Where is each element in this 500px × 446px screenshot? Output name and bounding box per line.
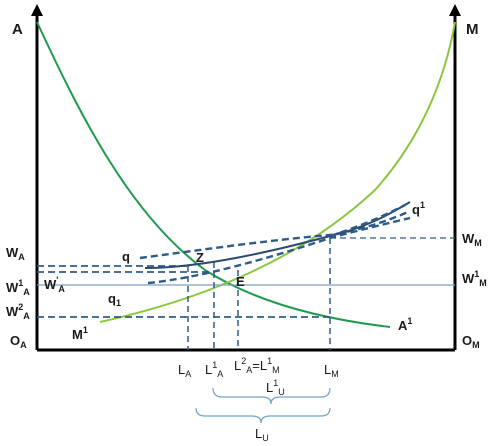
demand-curve-A [36, 21, 391, 328]
label-A1: A1 [398, 316, 412, 333]
brace-L1U [212, 387, 331, 405]
curve-q-dashed [139, 210, 409, 260]
label-q1-left: q1 [108, 291, 121, 308]
label-W1A: W1A [6, 278, 30, 297]
label-L1A: L1A [205, 360, 223, 379]
demand-curve-M [99, 21, 456, 323]
label-LM: LM [324, 362, 339, 379]
label-L1U: L1U [266, 378, 285, 397]
label-LU: LU [255, 426, 269, 443]
brace-LU [195, 407, 331, 424]
right-axis-arrow [449, 4, 461, 16]
label-M1: M1 [72, 325, 88, 342]
label-q1-right: q1 [412, 200, 425, 217]
label-WA: WA [6, 245, 25, 262]
label-W1M: W1M [462, 269, 487, 288]
axis-label-M: M [466, 21, 479, 38]
left-axis-arrow [31, 4, 43, 16]
label-WprimeA: W'A [44, 275, 65, 294]
axis-label-A: A [12, 21, 23, 38]
label-Z: Z [196, 250, 204, 265]
curve-upper-dashed [329, 203, 406, 238]
origin-OA: OA [10, 333, 27, 350]
label-WM: WM [462, 231, 482, 248]
origin-OM: OM [462, 333, 480, 350]
label-W2A: W2A [6, 302, 30, 321]
curve-q1-dashed [147, 216, 411, 285]
label-L2A-equals-L1M: L2A=L1M [234, 356, 280, 375]
label-q: q [122, 249, 130, 264]
label-E: E [236, 274, 245, 289]
label-LA: LA [178, 362, 191, 379]
